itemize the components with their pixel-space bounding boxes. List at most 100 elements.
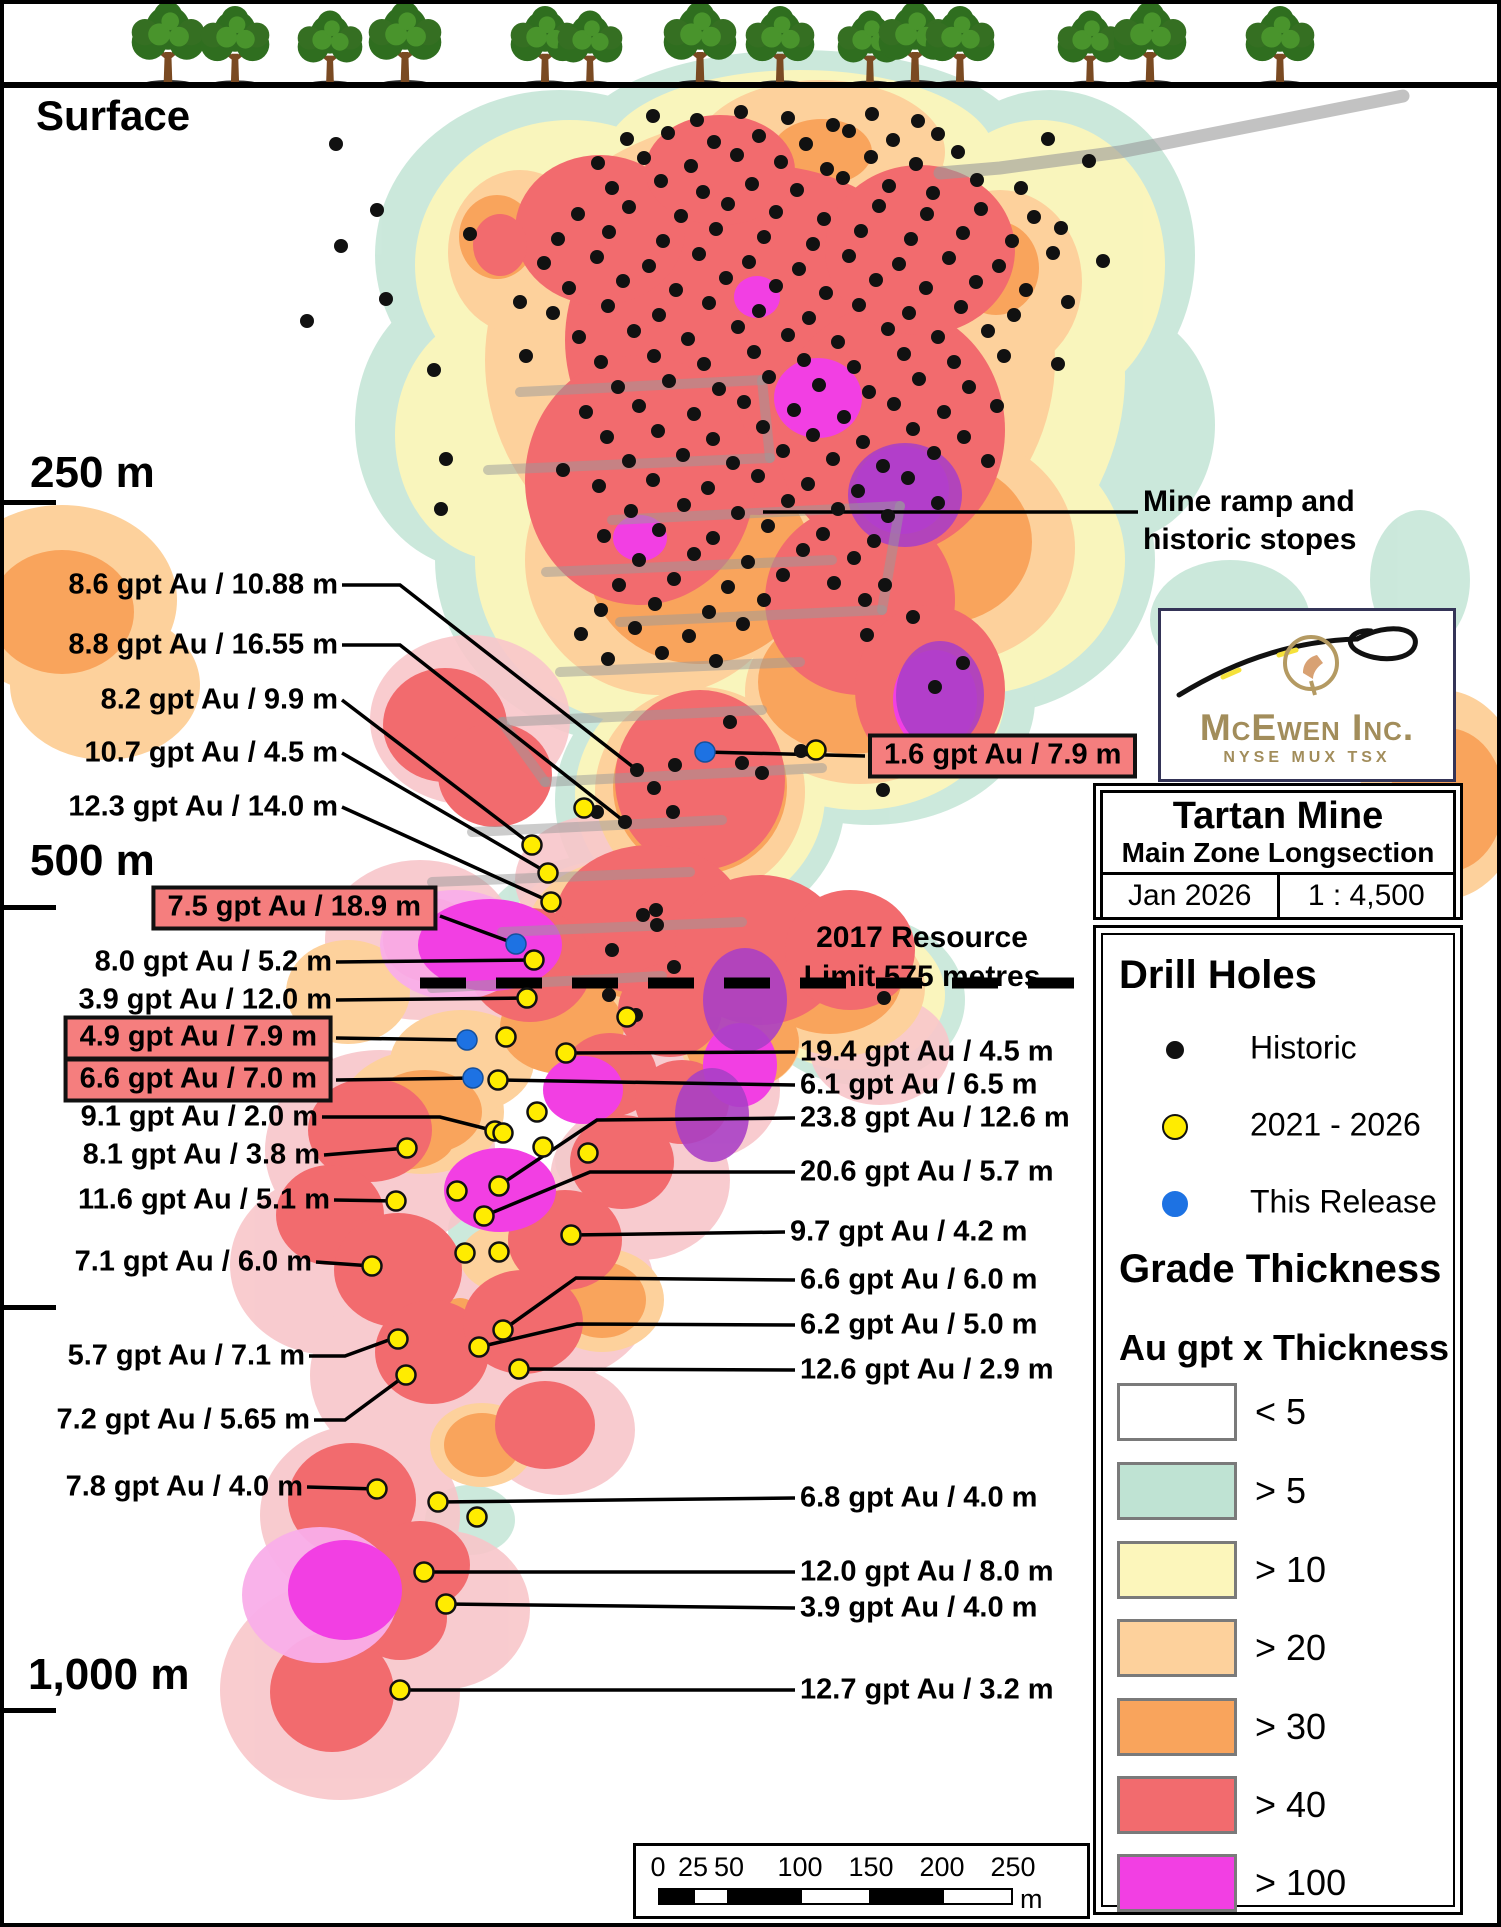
historic-drill-hole-dot	[712, 382, 726, 396]
historic-drill-hole-dot	[860, 628, 874, 642]
recent-drill-hole-dot	[387, 1328, 409, 1350]
historic-stope-line	[555, 657, 805, 677]
historic-drill-hole-dot	[992, 259, 1006, 273]
grade-annotation: 5.7 gpt Au / 7.1 m	[67, 1339, 305, 1372]
grade-swatch	[1117, 1619, 1237, 1677]
annotation-leader	[309, 1335, 398, 1358]
historic-drill-hole-dot	[990, 399, 1004, 413]
recent-drill-hole-dot	[560, 1224, 582, 1246]
historic-drill-hole-dot	[887, 397, 901, 411]
historic-drill-hole-dot	[756, 420, 770, 434]
historic-drill-hole-dot	[731, 320, 745, 334]
historic-drill-hole-dot	[597, 529, 611, 543]
historic-drill-hole-dot	[926, 186, 940, 200]
recent-drill-hole-dot	[487, 1069, 509, 1091]
recent-drill-hole-dot	[488, 1241, 510, 1263]
historic-drill-hole-dot	[942, 251, 956, 265]
historic-drill-hole-dot	[781, 494, 795, 508]
historic-drill-hole-dot	[877, 991, 891, 1005]
historic-drill-hole-dot	[752, 129, 766, 143]
historic-drill-hole-dot	[622, 200, 636, 214]
historic-drill-hole-dot	[962, 380, 976, 394]
grade-annotation: 8.6 gpt Au / 10.88 m	[68, 568, 338, 601]
historic-drill-hole-dot	[556, 463, 570, 477]
historic-drill-hole-dot	[622, 454, 636, 468]
figure-date: Jan 2026	[1100, 872, 1280, 920]
historic-drill-hole-dot	[981, 454, 995, 468]
recent-drill-hole-dot	[616, 1006, 638, 1028]
recent-drill-hole-dot	[454, 1242, 476, 1264]
grade-annotation: 6.1 gpt Au / 6.5 m	[800, 1068, 1038, 1101]
historic-drill-hole-dot	[1019, 283, 1033, 297]
grade-swatch	[1117, 1854, 1237, 1912]
grade-annotation: 12.7 gpt Au / 3.2 m	[800, 1673, 1054, 1706]
logo-name: McEwen Inc.	[1199, 707, 1415, 748]
historic-drill-hole-dot	[1014, 181, 1028, 195]
historic-drill-hole-dot	[931, 496, 945, 510]
figure-scale: 1 : 4,500	[1276, 872, 1456, 920]
historic-drill-hole-dot	[707, 135, 721, 149]
historic-drill-hole-dot	[605, 943, 619, 957]
grade-annotation: 6.8 gpt Au / 4.0 m	[800, 1481, 1038, 1514]
grade-swatch-label: > 30	[1255, 1706, 1327, 1747]
grade-annotation: 20.6 gpt Au / 5.7 m	[800, 1155, 1054, 1188]
historic-drill-hole-dot	[1051, 357, 1065, 371]
historic-drill-hole-dot	[651, 424, 665, 438]
historic-drill-hole-dot	[919, 281, 933, 295]
historic-drill-hole-dot	[819, 286, 833, 300]
historic-drill-hole-dot	[909, 157, 923, 171]
depth-label: 1,000 m	[28, 1650, 190, 1699]
historic-drill-hole-dot	[947, 355, 961, 369]
annotation-leader	[322, 1115, 504, 1135]
historic-stope-line	[497, 705, 767, 727]
historic-drill-hole-dot	[681, 332, 695, 346]
historic-drill-hole-dot	[781, 111, 795, 125]
historic-drill-hole-dot	[906, 422, 920, 436]
recent-drill-hole-dot	[805, 739, 827, 761]
historic-drill-hole-dot	[869, 273, 883, 287]
tree-icon	[201, 6, 270, 88]
annotation-leader	[445, 1602, 796, 1610]
historic-drill-hole-dot	[646, 109, 660, 123]
historic-drill-hole-dot	[927, 446, 941, 460]
grade-swatch	[1117, 1776, 1237, 1834]
historic-drill-hole-dot	[677, 498, 691, 512]
historic-drill-hole-dot	[1007, 308, 1021, 322]
mine-workings	[427, 89, 1410, 993]
historic-drill-hole-dot	[806, 237, 820, 251]
recent-drill-hole-dot	[577, 1142, 599, 1164]
historic-drill-hole-dot	[774, 155, 788, 169]
historic-drill-hole-dot	[590, 250, 604, 264]
scale-bar: 0 25 50 100 150 200 250 m	[633, 1843, 1090, 1919]
historic-drill-hole-dot	[776, 444, 790, 458]
recent-drill-hole-dot	[516, 987, 538, 1009]
grade-annotation-highlighted: 4.9 gpt Au / 7.9 m	[63, 1015, 333, 1061]
historic-drill-hole-dot	[734, 105, 748, 119]
recent-drill-hole-dot	[395, 1364, 417, 1386]
scale-bar-segment	[729, 1888, 800, 1905]
historic-drill-hole-dot	[812, 378, 826, 392]
grade-annotation: 3.9 gpt Au / 4.0 m	[800, 1591, 1038, 1624]
scale-bar-segment	[871, 1888, 942, 1905]
historic-drill-hole-dot	[747, 345, 761, 359]
historic-drill-hole-dot	[737, 395, 751, 409]
annotation-leader	[437, 1496, 796, 1504]
grade-annotation: 9.7 gpt Au / 4.2 m	[790, 1215, 1028, 1248]
recent-drill-hole-dot	[396, 1137, 418, 1159]
historic-drill-hole-dot	[646, 473, 660, 487]
historic-drill-hole-dot	[842, 124, 856, 138]
surface-label: Surface	[36, 92, 191, 139]
grade-swatch-label: > 10	[1255, 1549, 1327, 1590]
historic-drill-hole-dot	[551, 232, 565, 246]
historic-drill-hole-dot	[931, 127, 945, 141]
historic-drill-hole-dot	[647, 781, 661, 795]
historic-drill-hole-dot	[537, 256, 551, 270]
historic-drill-hole-dot	[652, 308, 666, 322]
company-logo: McEwen Inc. NYSE MUX TSX	[1158, 608, 1456, 782]
recent-drill-hole-dot	[366, 1478, 388, 1500]
historic-drill-hole-dot	[731, 506, 745, 520]
recent-drill-hole-dot	[468, 1336, 490, 1358]
grade-swatch	[1117, 1698, 1237, 1756]
historic-drill-hole-dot	[723, 715, 737, 729]
legend-dot	[1162, 1191, 1188, 1217]
